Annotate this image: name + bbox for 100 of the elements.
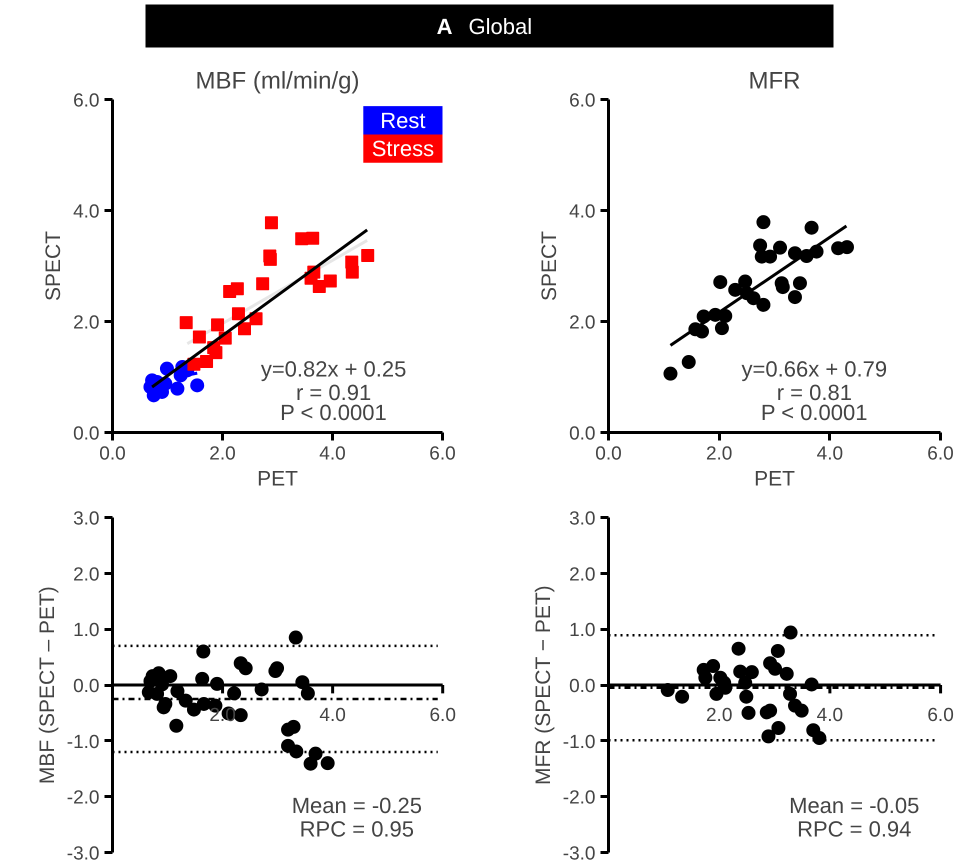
y-tick-label: 0.0 (569, 424, 596, 444)
point (210, 676, 224, 691)
point (718, 308, 732, 323)
point (289, 744, 304, 758)
y-tick-label: 0.0 (569, 676, 596, 697)
annotation: Mean = -0.05 (789, 793, 920, 818)
y-tick-label: -1.0 (562, 732, 596, 753)
x-axis-title: PET (257, 468, 298, 490)
point (742, 706, 756, 720)
text: Rest (380, 108, 426, 133)
y-axis-title: SPECT (538, 230, 562, 302)
point (230, 282, 244, 296)
point (196, 696, 211, 711)
y-axis-title: MBF (SPECT – PET) (36, 586, 59, 784)
y-axis-title: MFR (SPECT − PET) (532, 585, 555, 786)
point (190, 378, 204, 392)
y-tick-label: 2.0 (569, 564, 596, 586)
point (780, 666, 794, 681)
y-tick-label: 3.0 (569, 508, 596, 530)
x-tick-label: 2.0 (209, 704, 236, 726)
point (761, 729, 776, 744)
point (170, 382, 184, 396)
y-tick-label: -2.0 (66, 788, 100, 809)
chart-title: MFR (748, 68, 800, 94)
annotation: y=0.82x + 0.25 (260, 356, 406, 382)
point (234, 708, 248, 722)
point (320, 756, 335, 770)
point (739, 690, 754, 704)
point (196, 644, 210, 658)
point (192, 330, 206, 344)
point (295, 675, 310, 690)
point (286, 720, 301, 734)
point (361, 248, 374, 262)
point (238, 322, 251, 336)
point (706, 659, 720, 674)
point (804, 677, 819, 692)
point (211, 318, 224, 332)
point (264, 216, 278, 230)
point (763, 704, 778, 718)
y-tick-label: 6.0 (569, 90, 596, 112)
point (163, 669, 178, 684)
text: A (436, 14, 453, 39)
point (746, 291, 760, 306)
point (753, 238, 768, 252)
x-tick-label: 2.0 (706, 444, 732, 464)
point (738, 274, 752, 289)
point (744, 665, 759, 680)
y-tick-label: -3.0 (66, 844, 100, 864)
point (209, 346, 222, 360)
point (663, 366, 678, 381)
point (771, 721, 786, 735)
x-axis-title: PET (754, 468, 796, 490)
x-tick-label: 0.0 (595, 444, 622, 464)
annotation: RPC = 0.94 (797, 816, 912, 842)
point (773, 240, 788, 255)
point (254, 682, 269, 696)
point (756, 298, 770, 312)
annotation: Mean = -0.25 (292, 793, 422, 818)
y-tick-label: 2.0 (73, 564, 100, 586)
x-tick-label: 6.0 (927, 704, 954, 726)
point (738, 676, 752, 690)
point (306, 232, 320, 245)
point (324, 274, 337, 288)
point (227, 686, 242, 700)
point (150, 686, 164, 701)
point (268, 664, 282, 678)
y-tick-label: 1.0 (73, 620, 100, 642)
y-tick-label: 1.0 (569, 620, 596, 642)
point (169, 718, 184, 733)
y-tick-label: -1.0 (66, 732, 100, 753)
y-tick-label: -3.0 (562, 844, 596, 864)
point (312, 280, 326, 294)
point (675, 690, 690, 704)
point (794, 704, 809, 718)
point (812, 731, 826, 746)
point (732, 642, 746, 656)
point (714, 321, 729, 336)
point (200, 354, 214, 368)
x-tick-label: 4.0 (319, 444, 346, 464)
y-tick-label: 2.0 (569, 312, 596, 334)
y-tick-label: 0.0 (73, 424, 100, 444)
point (840, 240, 854, 254)
point (695, 324, 710, 338)
text: Stress (372, 136, 434, 162)
annotation: y=0.66x + 0.79 (742, 356, 888, 382)
annotation: RPC = 0.95 (300, 816, 414, 842)
point (264, 252, 277, 266)
point (660, 683, 675, 698)
point (186, 702, 201, 717)
point (682, 355, 696, 369)
point (783, 686, 798, 701)
y-tick-label: 0.0 (73, 676, 100, 697)
point (788, 290, 802, 304)
point (178, 694, 193, 708)
x-tick-label: 2.0 (706, 704, 732, 726)
x-tick-label: 0.0 (99, 444, 126, 464)
point (346, 266, 359, 279)
point (784, 626, 798, 640)
x-tick-label: 4.0 (816, 444, 844, 464)
x-tick-label: 6.0 (429, 444, 456, 464)
